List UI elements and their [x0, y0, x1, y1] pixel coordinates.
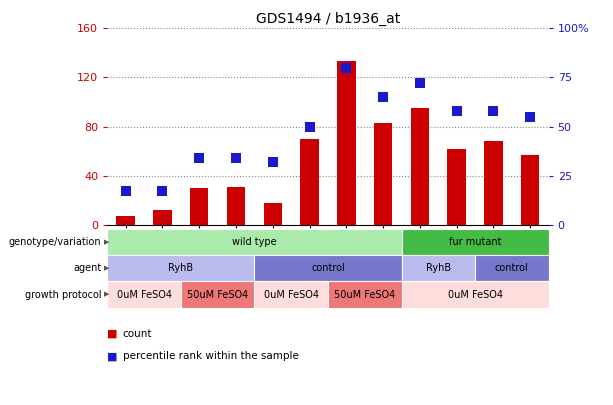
Text: control: control	[311, 263, 345, 273]
Text: ▶: ▶	[104, 292, 110, 298]
Text: 0uM FeSO4: 0uM FeSO4	[264, 290, 319, 300]
Bar	[227, 187, 245, 225]
Text: genotype/variation: genotype/variation	[9, 237, 101, 247]
Text: 50uM FeSO4: 50uM FeSO4	[334, 290, 395, 300]
Text: 0uM FeSO4: 0uM FeSO4	[447, 290, 503, 300]
Text: RyhB: RyhB	[426, 263, 451, 273]
Bar	[190, 188, 208, 225]
Text: growth protocol: growth protocol	[25, 290, 101, 300]
Text: percentile rank within the sample: percentile rank within the sample	[123, 352, 299, 361]
Bar	[337, 62, 356, 225]
Bar	[411, 108, 429, 225]
Bar	[521, 155, 539, 225]
Bar	[153, 210, 172, 225]
Bar	[374, 123, 392, 225]
Bar	[264, 202, 282, 225]
Text: agent: agent	[73, 263, 101, 273]
Bar	[300, 139, 319, 225]
Text: ▶: ▶	[104, 239, 110, 245]
Bar	[116, 216, 135, 225]
Text: fur mutant: fur mutant	[449, 237, 501, 247]
Text: count: count	[123, 329, 152, 339]
Bar	[484, 141, 503, 225]
Title: GDS1494 / b1936_at: GDS1494 / b1936_at	[256, 12, 400, 26]
Text: control: control	[495, 263, 529, 273]
Text: 50uM FeSO4: 50uM FeSO4	[187, 290, 248, 300]
Text: ▶: ▶	[104, 265, 110, 271]
Bar	[447, 149, 466, 225]
Text: 0uM FeSO4: 0uM FeSO4	[116, 290, 172, 300]
Text: wild type: wild type	[232, 237, 276, 247]
Text: ■: ■	[107, 352, 118, 361]
Text: RyhB: RyhB	[169, 263, 193, 273]
Text: ■: ■	[107, 329, 118, 339]
